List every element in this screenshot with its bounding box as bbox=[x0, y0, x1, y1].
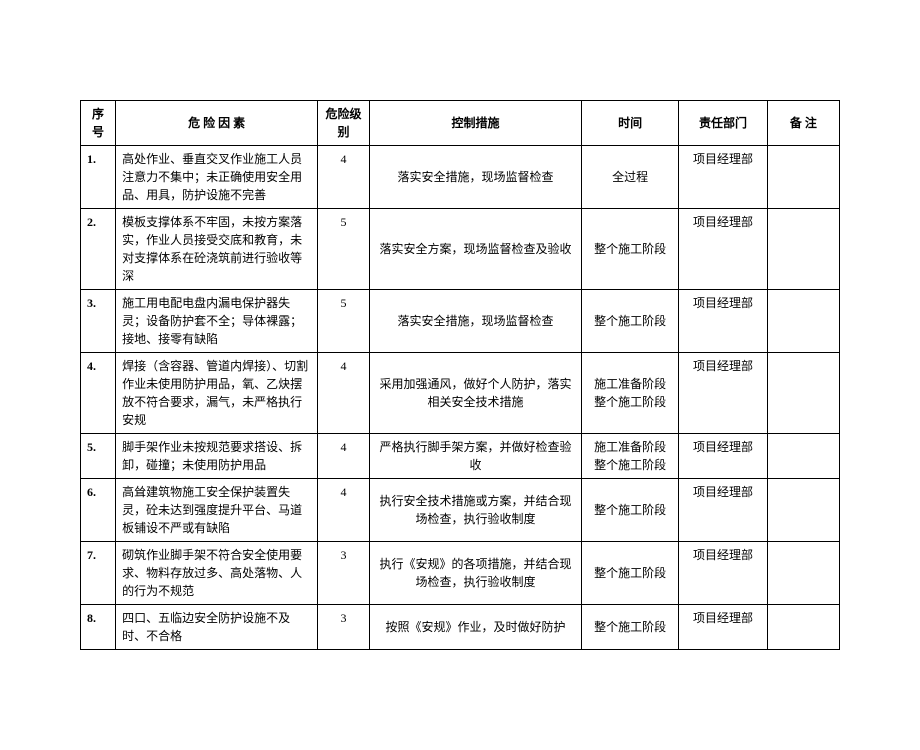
cell-note bbox=[767, 479, 839, 542]
cell-factor: 四口、五临边安全防护设施不及时、不合格 bbox=[116, 605, 318, 650]
cell-factor: 模板支撑体系不牢固，未按方案落实，作业人员接受交底和教育，未对支撑体系在砼浇筑前… bbox=[116, 209, 318, 290]
table-body: 1.高处作业、垂直交叉作业施工人员注意力不集中；未正确使用安全用品、用具，防护设… bbox=[81, 146, 840, 650]
cell-seq: 4. bbox=[81, 353, 116, 434]
cell-level: 3 bbox=[318, 542, 370, 605]
header-level: 危险级别 bbox=[318, 101, 370, 146]
cell-seq: 8. bbox=[81, 605, 116, 650]
cell-seq: 5. bbox=[81, 434, 116, 479]
table-row: 7.砌筑作业脚手架不符合安全使用要求、物料存放过多、高处落物、人的行为不规范3执… bbox=[81, 542, 840, 605]
cell-dept: 项目经理部 bbox=[679, 434, 768, 479]
cell-note bbox=[767, 542, 839, 605]
cell-level: 4 bbox=[318, 479, 370, 542]
risk-table: 序号 危 险 因 素 危险级别 控制措施 时间 责任部门 备 注 1.高处作业、… bbox=[80, 100, 840, 650]
cell-seq: 1. bbox=[81, 146, 116, 209]
cell-time: 全过程 bbox=[582, 146, 679, 209]
header-note: 备 注 bbox=[767, 101, 839, 146]
cell-measure: 落实安全措施，现场监督检查 bbox=[369, 290, 581, 353]
cell-factor: 脚手架作业未按规范要求搭设、拆卸，碰撞；未使用防护用品 bbox=[116, 434, 318, 479]
cell-measure: 严格执行脚手架方案，并做好检查验收 bbox=[369, 434, 581, 479]
header-dept: 责任部门 bbox=[679, 101, 768, 146]
cell-factor: 砌筑作业脚手架不符合安全使用要求、物料存放过多、高处落物、人的行为不规范 bbox=[116, 542, 318, 605]
cell-dept: 项目经理部 bbox=[679, 146, 768, 209]
cell-level: 4 bbox=[318, 146, 370, 209]
cell-level: 4 bbox=[318, 434, 370, 479]
cell-dept: 项目经理部 bbox=[679, 290, 768, 353]
cell-measure: 落实安全措施，现场监督检查 bbox=[369, 146, 581, 209]
cell-time: 整个施工阶段 bbox=[582, 290, 679, 353]
cell-level: 4 bbox=[318, 353, 370, 434]
cell-time: 整个施工阶段 bbox=[582, 479, 679, 542]
cell-factor: 高耸建筑物施工安全保护装置失灵，砼未达到强度提升平台、马道板铺设不严或有缺陷 bbox=[116, 479, 318, 542]
table-row: 1.高处作业、垂直交叉作业施工人员注意力不集中；未正确使用安全用品、用具，防护设… bbox=[81, 146, 840, 209]
table-row: 3.施工用电配电盘内漏电保护器失灵；设备防护套不全；导体裸露；接地、接零有缺陷5… bbox=[81, 290, 840, 353]
cell-factor: 焊接（含容器、管道内焊接）、切割作业未使用防护用品，氧、乙炔摆放不符合要求，漏气… bbox=[116, 353, 318, 434]
cell-measure: 按照《安规》作业，及时做好防护 bbox=[369, 605, 581, 650]
cell-dept: 项目经理部 bbox=[679, 209, 768, 290]
cell-measure: 执行安全技术措施或方案，并结合现场检查，执行验收制度 bbox=[369, 479, 581, 542]
cell-note bbox=[767, 209, 839, 290]
header-measure: 控制措施 bbox=[369, 101, 581, 146]
table-row: 5.脚手架作业未按规范要求搭设、拆卸，碰撞；未使用防护用品4严格执行脚手架方案，… bbox=[81, 434, 840, 479]
cell-note bbox=[767, 146, 839, 209]
cell-time: 施工准备阶段整个施工阶段 bbox=[582, 434, 679, 479]
cell-note bbox=[767, 353, 839, 434]
cell-level: 5 bbox=[318, 290, 370, 353]
table-row: 4.焊接（含容器、管道内焊接）、切割作业未使用防护用品，氧、乙炔摆放不符合要求，… bbox=[81, 353, 840, 434]
cell-note bbox=[767, 290, 839, 353]
cell-time: 整个施工阶段 bbox=[582, 542, 679, 605]
header-seq: 序号 bbox=[81, 101, 116, 146]
cell-dept: 项目经理部 bbox=[679, 605, 768, 650]
cell-factor: 高处作业、垂直交叉作业施工人员注意力不集中；未正确使用安全用品、用具，防护设施不… bbox=[116, 146, 318, 209]
cell-factor: 施工用电配电盘内漏电保护器失灵；设备防护套不全；导体裸露；接地、接零有缺陷 bbox=[116, 290, 318, 353]
cell-note bbox=[767, 434, 839, 479]
cell-measure: 执行《安规》的各项措施，并结合现场检查，执行验收制度 bbox=[369, 542, 581, 605]
cell-note bbox=[767, 605, 839, 650]
cell-seq: 3. bbox=[81, 290, 116, 353]
cell-level: 3 bbox=[318, 605, 370, 650]
cell-dept: 项目经理部 bbox=[679, 542, 768, 605]
cell-time: 整个施工阶段 bbox=[582, 209, 679, 290]
table-row: 6.高耸建筑物施工安全保护装置失灵，砼未达到强度提升平台、马道板铺设不严或有缺陷… bbox=[81, 479, 840, 542]
table-row: 8.四口、五临边安全防护设施不及时、不合格3按照《安规》作业，及时做好防护整个施… bbox=[81, 605, 840, 650]
table-row: 2.模板支撑体系不牢固，未按方案落实，作业人员接受交底和教育，未对支撑体系在砼浇… bbox=[81, 209, 840, 290]
cell-seq: 7. bbox=[81, 542, 116, 605]
cell-time: 施工准备阶段整个施工阶段 bbox=[582, 353, 679, 434]
cell-dept: 项目经理部 bbox=[679, 479, 768, 542]
header-time: 时间 bbox=[582, 101, 679, 146]
cell-dept: 项目经理部 bbox=[679, 353, 768, 434]
cell-seq: 2. bbox=[81, 209, 116, 290]
cell-level: 5 bbox=[318, 209, 370, 290]
header-factor: 危 险 因 素 bbox=[116, 101, 318, 146]
cell-seq: 6. bbox=[81, 479, 116, 542]
cell-measure: 采用加强通风，做好个人防护，落实相关安全技术措施 bbox=[369, 353, 581, 434]
cell-time: 整个施工阶段 bbox=[582, 605, 679, 650]
table-header-row: 序号 危 险 因 素 危险级别 控制措施 时间 责任部门 备 注 bbox=[81, 101, 840, 146]
cell-measure: 落实安全方案，现场监督检查及验收 bbox=[369, 209, 581, 290]
